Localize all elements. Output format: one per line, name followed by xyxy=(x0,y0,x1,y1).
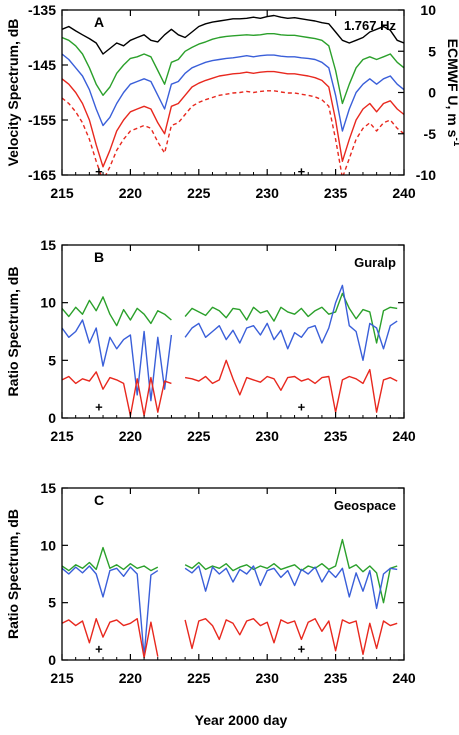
series-line-2 xyxy=(62,565,398,658)
series-line-3 xyxy=(62,618,398,659)
y2-tick-label: -10 xyxy=(416,167,436,183)
y2-tick-label: -5 xyxy=(424,126,437,142)
plus-marker: + xyxy=(95,399,103,414)
y2-tick-label: 5 xyxy=(428,43,436,59)
y2-tick-label: 10 xyxy=(420,2,436,18)
x-axis-title: Year 2000 day xyxy=(195,712,288,728)
y-tick-label: 15 xyxy=(40,237,56,253)
series-line-3 xyxy=(62,53,404,132)
plot-frame xyxy=(61,487,405,661)
y-tick-label: 5 xyxy=(48,352,56,368)
x-tick-label: 225 xyxy=(187,670,211,686)
y-tick-label: -145 xyxy=(28,57,56,73)
series-line-1 xyxy=(62,538,398,604)
plus-marker: + xyxy=(95,642,103,657)
panel-annotation: 1.767 Hz xyxy=(344,18,397,33)
y2-axis-title-superscript: -1 xyxy=(451,137,459,146)
x-tick-label: 220 xyxy=(119,185,143,201)
plus-marker: + xyxy=(95,164,103,179)
x-tick-label: 240 xyxy=(392,670,416,686)
series-line-1 xyxy=(62,292,398,344)
y2-axis-title-text: ECMWF U, m s xyxy=(445,39,459,138)
panel-c: 215 220 225 230 235 240 0 5 10 15 Ratio Spectrum, … xyxy=(5,480,416,728)
y-tick-label: -165 xyxy=(28,167,56,183)
x-tick-label: 235 xyxy=(324,185,348,201)
y-tick-label: 0 xyxy=(48,410,56,426)
plus-marker: + xyxy=(298,399,306,414)
plot-frame xyxy=(61,244,405,419)
panel-label: B xyxy=(94,249,104,265)
y-axis-title: Ratio Spectrum, dB xyxy=(5,509,21,639)
series-group xyxy=(62,538,398,659)
panel-b: 215 220 225 230 235 240 0 5 10 15 Ratio Spectrum, … xyxy=(5,237,416,444)
series-group xyxy=(62,14,404,175)
series-line-5 xyxy=(62,90,404,175)
y-tick-label: 5 xyxy=(48,595,56,611)
plus-marker: + xyxy=(298,642,306,657)
y-axis-title: Velocity Spectrum, dB xyxy=(5,19,21,167)
panel-annotation: Geospace xyxy=(334,498,396,513)
x-tick-label: 220 xyxy=(119,428,143,444)
series-line-4 xyxy=(62,70,404,168)
x-tick-label: 235 xyxy=(324,428,348,444)
x-tick-label: 215 xyxy=(50,185,74,201)
x-tick-label: 240 xyxy=(392,185,416,201)
panel-label: A xyxy=(94,14,104,30)
panel-label: C xyxy=(94,492,104,508)
panel-annotation: Guralp xyxy=(354,255,396,270)
y-tick-label: -155 xyxy=(28,112,56,128)
y-tick-label: 15 xyxy=(40,480,56,496)
series-line-2 xyxy=(62,33,404,105)
y-tick-label: -135 xyxy=(28,2,56,18)
y-axis-title: Ratio Spectrum, dB xyxy=(5,267,21,397)
y2-axis-title: ECMWF U, m s-1 xyxy=(445,39,459,147)
x-tick-label: 225 xyxy=(187,185,211,201)
y-tick-label: 10 xyxy=(40,295,56,311)
series-group xyxy=(62,284,398,417)
plus-marker: + xyxy=(298,164,306,179)
x-tick-label: 230 xyxy=(256,428,280,444)
x-tick-label: 240 xyxy=(392,428,416,444)
y-tick-label: 0 xyxy=(48,652,56,668)
x-tick-label: 215 xyxy=(50,670,74,686)
x-tick-label: 220 xyxy=(119,670,143,686)
y-tick-label: 10 xyxy=(40,537,56,553)
series-line-1 xyxy=(62,14,404,55)
x-tick-label: 215 xyxy=(50,428,74,444)
x-tick-label: 235 xyxy=(324,670,348,686)
panel-a: 215 220 225 230 235 240 -165 -155 -145 -135 -10 -5 0… xyxy=(5,2,459,201)
y2-tick-label: 0 xyxy=(428,85,436,101)
x-tick-label: 230 xyxy=(256,185,280,201)
series-line-3 xyxy=(62,359,398,417)
x-tick-label: 225 xyxy=(187,428,211,444)
series-line-2 xyxy=(62,284,398,402)
x-tick-label: 230 xyxy=(256,670,280,686)
